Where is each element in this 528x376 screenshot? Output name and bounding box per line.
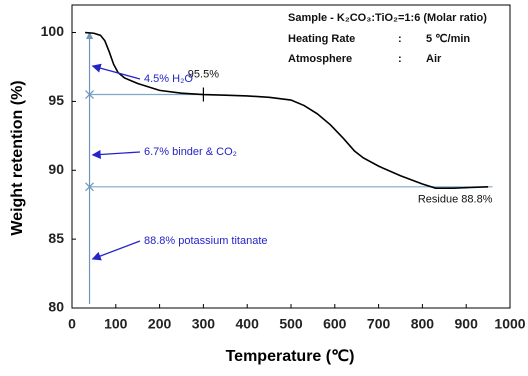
x-tick-label: 700 [367, 316, 391, 332]
x-tick-label: 200 [148, 316, 172, 332]
info-cell: 5 ℃/min [426, 33, 470, 45]
y-tick-label: 80 [48, 299, 64, 315]
level-label: Residue 88.8% [418, 194, 493, 206]
x-axis-label: Temperature (℃) [226, 348, 355, 365]
x-tick-label: 300 [192, 316, 216, 332]
info-cell: Air [426, 53, 442, 65]
level-marker [85, 182, 94, 192]
y-tick-label: 100 [41, 23, 65, 39]
level-marker [85, 90, 94, 99]
y-tick-label: 90 [48, 161, 64, 177]
level-label: 95.5% [188, 68, 219, 80]
note-arrow [91, 149, 141, 160]
x-tick-label: 900 [455, 316, 479, 332]
y-tick-label: 95 [48, 92, 64, 108]
x-tick-label: 500 [279, 316, 303, 332]
x-tick-label: 800 [411, 316, 435, 332]
plot-frame [71, 4, 511, 309]
note: 6.7% binder & CO₂ [144, 146, 237, 158]
info-cell: : [398, 33, 402, 45]
info-cell: : [398, 53, 402, 65]
info-cell: Atmosphere [288, 53, 352, 65]
x-tick-label: 100 [104, 316, 128, 332]
y-tick-label: 85 [48, 230, 64, 246]
x-tick-label: 600 [323, 316, 347, 332]
info-cell: Heating Rate [288, 33, 355, 45]
x-tick-label: 0 [68, 316, 76, 332]
x-tick-label: 400 [236, 316, 260, 332]
y-axis-label: Weight retention (%) [9, 80, 26, 235]
note: 4.5% H₂O [144, 73, 193, 85]
note-arrow [91, 240, 141, 261]
x-tick-label: 1000 [494, 316, 525, 332]
info-sample: Sample - K₂CO₃:TiO₂=1:6 (Molar ratio) [288, 12, 487, 24]
note-arrow [91, 63, 141, 80]
data-line [85, 31, 489, 189]
note: 88.8% potassium titanate [144, 235, 268, 247]
